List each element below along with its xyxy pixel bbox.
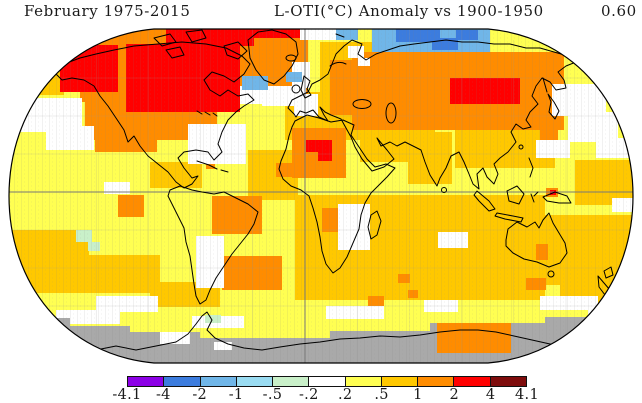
colorbar-tick-label: 4 — [485, 387, 496, 403]
coastlines — [53, 29, 614, 354]
plot-title: L-OTI(°C) Anomaly vs 1900-1950 — [274, 2, 544, 20]
colorbar-swatch — [490, 377, 526, 386]
anomaly-colorbar — [127, 376, 527, 387]
map-texture — [9, 29, 633, 363]
colorbar-swatch — [418, 377, 455, 386]
eurasia-coast — [287, 39, 577, 190]
colorbar-tick-label: -1 — [228, 387, 244, 403]
philippines — [528, 157, 534, 178]
colorbar-tick-label: -4 — [155, 387, 171, 403]
sulawesi — [530, 191, 539, 203]
colorbar-swatch — [200, 377, 237, 386]
colorbar-tick-label: 4.1 — [515, 387, 539, 403]
africa-coast — [278, 114, 396, 274]
colorbar-tick-label: .5 — [374, 387, 389, 403]
colorbar-swatch — [309, 377, 346, 386]
sakhalin — [542, 77, 548, 93]
plot-period-label: February 1975-2015 — [24, 2, 191, 20]
colorbar-swatch — [454, 377, 491, 386]
ireland — [291, 84, 301, 94]
colorbar-tick-label: -2 — [192, 387, 208, 403]
greenland-coast — [247, 29, 299, 85]
uk-coast — [300, 75, 312, 99]
australia-coast — [505, 212, 568, 268]
baltic-sea — [329, 61, 347, 67]
equator-and-prime-meridian — [9, 29, 633, 363]
great-lakes — [196, 110, 218, 117]
iceland — [285, 54, 297, 62]
madagascar — [367, 210, 382, 240]
colorbar-swatch — [128, 377, 165, 386]
java — [494, 212, 524, 223]
global-mean-value: 0.60 — [601, 2, 637, 20]
colorbar-swatch — [345, 377, 382, 386]
colorbar-swatch — [273, 377, 310, 386]
taiwan — [518, 144, 524, 150]
caribbean-islands — [196, 160, 229, 173]
colorbar-tick-label: 2 — [449, 387, 460, 403]
tasmania — [547, 270, 555, 278]
south-america-coast — [167, 185, 259, 305]
sri-lanka — [441, 187, 447, 193]
canadian-archipelago — [153, 29, 248, 60]
japan — [547, 93, 560, 120]
borneo — [506, 185, 525, 205]
colorbar-swatch — [381, 377, 419, 386]
colorbar-tick-label: .2 — [337, 387, 353, 403]
caspian-sea — [385, 102, 397, 124]
colorbar-tick-labels: -4.1 -4 -2 -1 -.5 -.2 .2 .5 1 2 4 4.1 — [112, 387, 538, 403]
antarctica-coast — [55, 311, 587, 354]
new-guinea — [542, 191, 572, 204]
colorbar-swatch — [236, 377, 274, 386]
colorbar-swatch — [164, 377, 201, 386]
colorbar-tick-label: -.5 — [262, 387, 283, 403]
svalbard — [335, 33, 345, 38]
colorbar-tick-label: 1 — [413, 387, 423, 403]
black-sea — [352, 99, 372, 109]
sumatra — [473, 190, 496, 212]
graticule — [9, 29, 633, 363]
map-outline — [8, 28, 634, 364]
north-america-coast — [53, 41, 255, 189]
colorbar-tick-label: -.2 — [298, 387, 319, 403]
colorbar-tick-label: -4.1 — [112, 387, 142, 403]
